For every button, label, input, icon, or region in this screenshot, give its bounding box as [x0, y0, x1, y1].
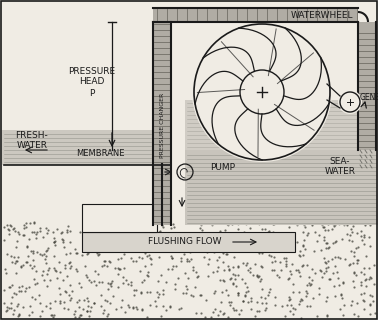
Text: FLUSHING FLOW: FLUSHING FLOW	[148, 236, 222, 245]
Bar	[2, 130, 153, 165]
Text: PRESSURE CHANGER: PRESSURE CHANGER	[160, 92, 164, 158]
Text: MEMBRANE: MEMBRANE	[76, 149, 124, 158]
Bar	[82, 204, 157, 232]
Text: FRESH-: FRESH-	[15, 131, 48, 140]
Text: HEAD: HEAD	[79, 77, 105, 86]
Text: GENERATOR: GENERATOR	[360, 93, 378, 102]
Text: P: P	[89, 89, 94, 98]
Text: WATER: WATER	[324, 167, 355, 177]
Bar	[153, 8, 358, 22]
Text: PUMP: PUMP	[210, 164, 235, 172]
Text: WATERWHEEL: WATERWHEEL	[291, 11, 353, 20]
Bar	[185, 150, 378, 225]
Circle shape	[192, 22, 332, 162]
Text: SEA-: SEA-	[330, 157, 350, 166]
Bar	[185, 100, 378, 150]
Circle shape	[338, 90, 362, 114]
Bar	[358, 22, 376, 150]
Text: WATER: WATER	[17, 140, 48, 149]
Bar	[153, 22, 171, 225]
Text: PRESSURE: PRESSURE	[68, 68, 116, 76]
Bar	[82, 232, 295, 252]
